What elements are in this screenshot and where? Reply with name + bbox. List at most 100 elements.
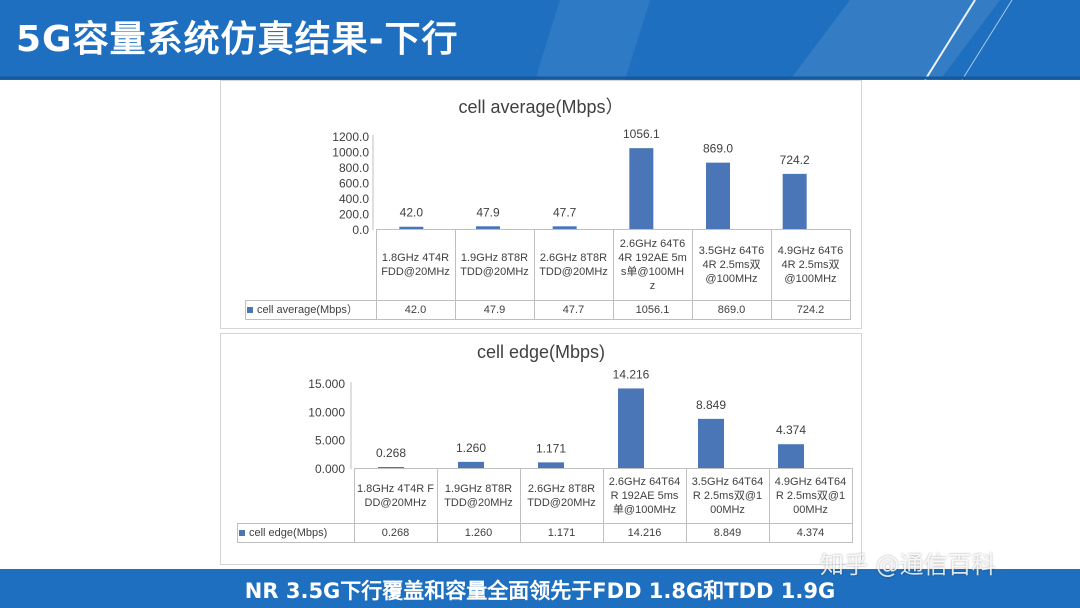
category-line: 3.5GHz 64T6 [698, 245, 765, 257]
category-line: 2.6GHz 8T8R [527, 483, 596, 495]
data-bar [782, 173, 807, 230]
watermark: 知乎 @通信百科 [820, 551, 996, 579]
category-line: FDD@20MHz [381, 266, 450, 278]
legend-cell: cell edge(Mbps) [237, 523, 355, 543]
category-row: 1.8GHz 4T4R F DD@20MHz 1.9GHz 8T8R TDD@20M… [237, 468, 853, 524]
value-row: cell average(Mbps） 42.0 47.9 47.7 1056.1… [245, 300, 851, 320]
category-cell: 3.5GHz 64T64 R 2.5ms双@1 00MHz [685, 468, 770, 524]
data-label: 0.268 [376, 446, 406, 460]
y-tick-label: 10.000 [308, 405, 345, 419]
data-bar [476, 226, 500, 230]
slide-footer: NR 3.5G下行覆盖和容量全面领先于FDD 1.8G和TDD 1.9G [0, 569, 1080, 608]
value-cell: 47.9 [454, 300, 535, 320]
cell-average-data-table: 1.8GHz 4T4R FDD@20MHz 1.9GHz 8T8R TDD@20MH… [245, 229, 851, 320]
category-cell: 2.6GHz 64T6 4R 192AE 5m s单@100MH z [612, 229, 693, 301]
value-cell: 47.7 [533, 300, 614, 320]
category-line: 00MHz [710, 504, 745, 516]
legend-cell: cell average(Mbps） [245, 300, 377, 320]
category-line: 00MHz [793, 504, 828, 516]
category-cell: 4.9GHz 64T6 4R 2.5ms双 @100MHz [770, 229, 851, 301]
category-cell: 1.9GHz 8T8R TDD@20MHz [436, 468, 521, 524]
category-cell: 2.6GHz 8T8R TDD@20MHz [519, 468, 604, 524]
category-line: TDD@20MHz [539, 266, 608, 278]
category-line: 2.6GHz 64T64 [608, 476, 681, 488]
category-line: R 2.5ms双@1 [692, 490, 763, 502]
value-cell: 869.0 [691, 300, 772, 320]
category-line: 4R 192AE 5m [618, 252, 687, 264]
data-bar [706, 162, 730, 230]
category-line: 4.9GHz 64T6 [777, 245, 844, 257]
value-cell: 0.268 [353, 523, 438, 543]
data-label: 1056.1 [623, 127, 660, 141]
category-line: TDD@20MHz [444, 497, 513, 509]
category-line: 3.5GHz 64T64 [691, 476, 764, 488]
value-cell: 42.0 [375, 300, 456, 320]
category-cell: 2.6GHz 8T8R TDD@20MHz [533, 229, 614, 301]
category-line: @100MHz [705, 273, 758, 285]
y-tick-label: 200.0 [339, 208, 369, 222]
category-line: @100MHz [784, 273, 837, 285]
data-label: 47.9 [476, 205, 500, 219]
data-bar [629, 148, 654, 230]
data-bar [399, 226, 424, 230]
value-cell: 724.2 [770, 300, 851, 320]
category-line: TDD@20MHz [527, 497, 596, 509]
category-line: 1.9GHz 8T8R [460, 252, 529, 264]
category-cell: 1.8GHz 4T4R F DD@20MHz [353, 468, 438, 524]
data-label: 4.374 [776, 423, 806, 437]
data-label: 47.7 [553, 205, 577, 219]
legend-label: cell edge(Mbps) [249, 527, 328, 539]
data-label: 42.0 [400, 206, 424, 220]
y-tick-label: 1200.0 [332, 130, 369, 144]
category-cell: 1.9GHz 8T8R TDD@20MHz [454, 229, 535, 301]
legend-swatch [247, 307, 253, 314]
data-bar [538, 462, 564, 469]
value-cell: 1.260 [436, 523, 521, 543]
category-line: 2.6GHz 8T8R [539, 252, 608, 264]
category-line: z [649, 280, 656, 292]
data-bar [778, 444, 804, 469]
legend-label: cell average(Mbps） [257, 304, 358, 316]
value-cell: 1056.1 [612, 300, 693, 320]
y-tick-label: 600.0 [339, 177, 369, 191]
data-bar [458, 461, 484, 469]
value-cell: 4.374 [768, 523, 853, 543]
category-line: s单@100MH [620, 266, 685, 278]
y-tick-label: 800.0 [339, 161, 369, 175]
slide-header: 5G容量系统仿真结果-下行 [0, 0, 1080, 80]
chart-title: cell average(Mbps） [458, 97, 624, 117]
data-bar [698, 418, 724, 469]
category-line: 2.6GHz 64T6 [619, 238, 686, 250]
data-bar [618, 388, 644, 469]
category-line: 1.8GHz 4T4R [381, 252, 450, 264]
value-row: cell edge(Mbps) 0.268 1.260 1.171 14.216… [237, 523, 853, 543]
y-tick-label: 400.0 [339, 192, 369, 206]
cell-edge-data-table: 1.8GHz 4T4R F DD@20MHz 1.9GHz 8T8R TDD@20M… [237, 468, 853, 543]
legend-swatch [239, 530, 245, 537]
category-cell: 1.8GHz 4T4R FDD@20MHz [375, 229, 456, 301]
category-line: DD@20MHz [364, 497, 427, 509]
category-line: R 2.5ms双@1 [775, 490, 846, 502]
category-line: 4R 2.5ms双 [781, 259, 840, 271]
header-band [0, 0, 1080, 80]
category-cell: 4.9GHz 64T64 R 2.5ms双@1 00MHz [768, 468, 853, 524]
cell-average-chart-panel: cell average(Mbps） 0.0 200.0 400.0 600.0 800… [220, 80, 862, 329]
data-label: 1.260 [456, 441, 486, 455]
table-corner [245, 229, 377, 301]
chart-title: cell edge(Mbps) [476, 342, 606, 362]
data-label: 14.216 [613, 367, 650, 381]
cell-edge-chart-panel: cell edge(Mbps) 0.000 5.000 10.000 15.000 0.… [220, 333, 862, 565]
category-line: R 192AE 5ms [610, 490, 679, 502]
y-tick-label: 15.000 [308, 377, 345, 391]
category-line: TDD@20MHz [460, 266, 529, 278]
value-cell: 8.849 [685, 523, 770, 543]
data-label: 1.171 [536, 441, 566, 455]
slide-title: 5G容量系统仿真结果-下行 [16, 19, 459, 60]
category-line: 4.9GHz 64T64 [774, 476, 847, 488]
y-tick-label: 5.000 [315, 434, 345, 448]
data-label: 724.2 [780, 153, 810, 167]
